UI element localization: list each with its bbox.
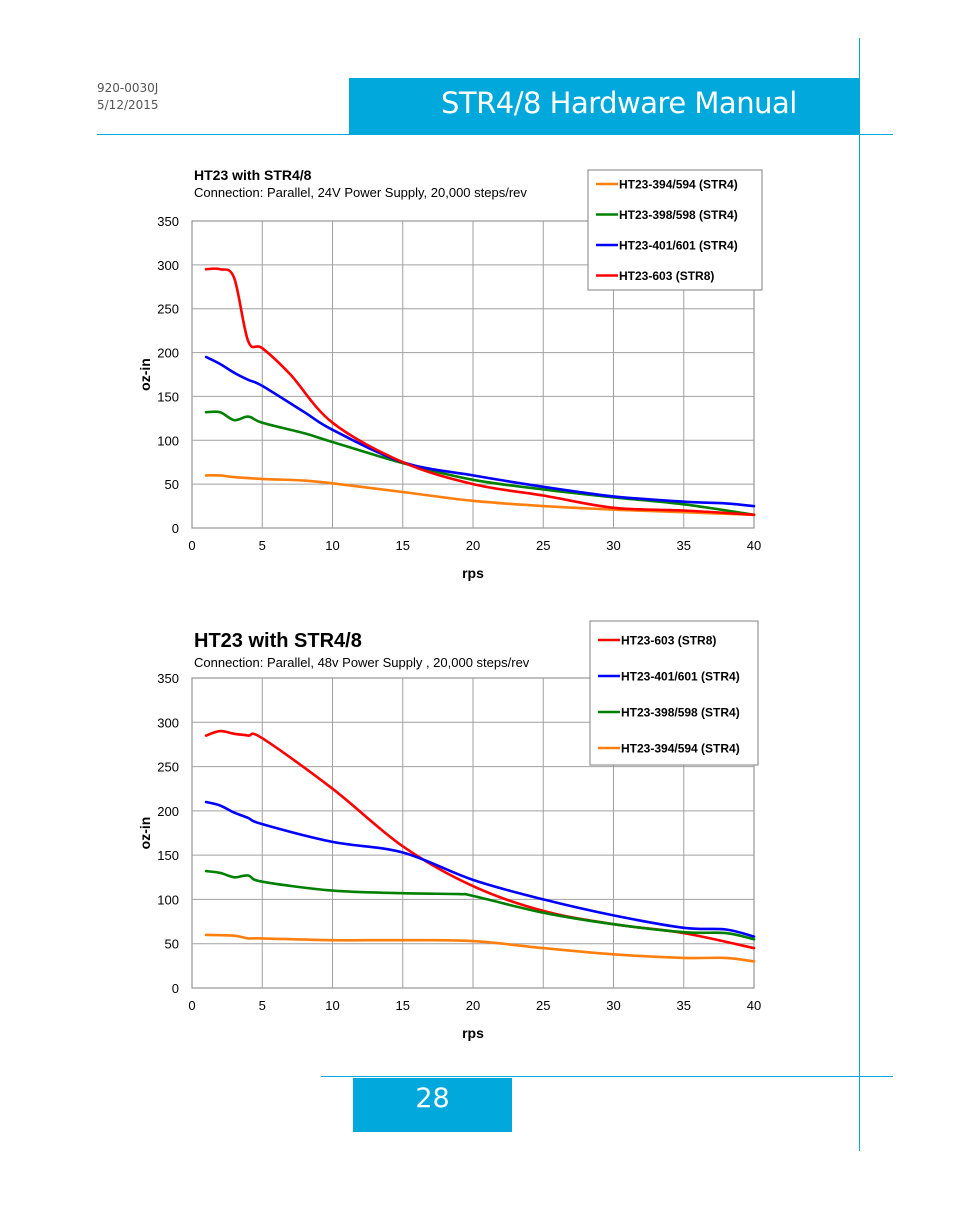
chart2-legend-label-1: HT23-603 (STR8) (621, 634, 716, 648)
chart2-y-tick-label: 150 (157, 848, 179, 863)
chart1-x-tick-label: 5 (259, 538, 266, 553)
document-id: 920-0030J 5/12/2015 (97, 80, 159, 114)
chart2-y-tick-label: 50 (165, 937, 179, 952)
chart2-legend-box (589, 620, 759, 766)
chart2-x-tick-label: 35 (677, 998, 691, 1013)
chart2-series-line-2 (204, 800, 756, 938)
chart2-legend-label-3: HT23-398/598 (STR4) (621, 706, 740, 720)
chart1-x-tick-label: 40 (747, 538, 761, 553)
chart1-x-tick-label: 0 (188, 538, 195, 553)
chart1-x-tick-label: 25 (536, 538, 550, 553)
chart2-y-tick-label: 300 (157, 715, 179, 730)
chart1-legend-label-2: HT23-398/598 (STR4) (619, 208, 738, 222)
chart2-x-tick-label: 15 (396, 998, 410, 1013)
chart2-x-tick-label: 10 (325, 998, 339, 1013)
chart2-x-tick-label: 30 (606, 998, 620, 1013)
chart1-y-axis-label: oz-in (137, 358, 153, 391)
chart1-x-tick-label: 30 (606, 538, 620, 553)
chart1-legend-label-4: HT23-603 (STR8) (619, 269, 714, 283)
chart2-y-tick-label: 250 (157, 760, 179, 775)
vertical-rule (859, 38, 860, 1151)
chart1-x-tick-label: 15 (396, 538, 410, 553)
chart2-title: HT23 with STR4/8 (194, 630, 362, 652)
chart1-x-tick-label: 35 (677, 538, 691, 553)
chart1-y-tick-label: 350 (157, 214, 179, 229)
manual-title-bar: STR4/8 Hardware Manual (349, 78, 860, 135)
chart1-subtitle: Connection: Parallel, 24V Power Supply, … (194, 185, 527, 200)
manual-title: STR4/8 Hardware Manual (441, 86, 797, 120)
doc-date: 5/12/2015 (97, 98, 159, 112)
header-rule (97, 134, 893, 135)
chart2-x-tick-label: 20 (466, 998, 480, 1013)
chart1-x-tick-label: 10 (325, 538, 339, 553)
chart1-series-line-3 (204, 355, 756, 508)
chart2-series-line-3 (204, 869, 756, 941)
chart1-y-tick-label: 50 (165, 477, 179, 492)
chart1-legend-label-3: HT23-401/601 (STR4) (619, 239, 738, 253)
chart1-legend-box (587, 169, 763, 291)
chart1-y-tick-label: 200 (157, 346, 179, 361)
chart1-x-axis-label: rps (462, 565, 484, 581)
chart2-series-line-4 (204, 933, 756, 963)
page-number: 28 (415, 1083, 450, 1114)
chart2-legend-label-4: HT23-394/594 (STR4) (621, 742, 740, 756)
chart2-y-tick-label: 350 (157, 671, 179, 686)
chart1-series-line-4 (204, 267, 756, 517)
chart2-x-tick-label: 0 (188, 998, 195, 1013)
chart2-x-tick-label: 40 (747, 998, 761, 1013)
chart1-y-tick-label: 150 (157, 389, 179, 404)
chart1-y-tick-label: 100 (157, 433, 179, 448)
chart1-legend-label-1: HT23-394/594 (STR4) (619, 178, 738, 192)
chart2-x-tick-label: 25 (536, 998, 550, 1013)
doc-number: 920-0030J (97, 81, 159, 95)
footer-rule (321, 1076, 893, 1077)
chart1-y-tick-label: 300 (157, 258, 179, 273)
chart2-x-axis-label: rps (462, 1025, 484, 1041)
chart2-y-axis-label: oz-in (137, 817, 153, 850)
chart2-y-tick-label: 100 (157, 892, 179, 907)
chart1-x-tick-label: 20 (466, 538, 480, 553)
chart2-subtitle: Connection: Parallel, 48v Power Supply ,… (194, 655, 530, 670)
chart2-x-tick-label: 5 (259, 998, 266, 1013)
chart2-y-tick-label: 0 (172, 981, 179, 996)
chart1-title: HT23 with STR4/8 (194, 167, 312, 183)
chart2-legend-label-2: HT23-401/601 (STR4) (621, 670, 740, 684)
chart1-y-tick-label: 0 (172, 521, 179, 536)
page-number-box: 28 (353, 1078, 512, 1132)
chart2-y-tick-label: 200 (157, 804, 179, 819)
chart1-y-tick-label: 250 (157, 302, 179, 317)
chart1-series-line-1 (204, 473, 756, 517)
